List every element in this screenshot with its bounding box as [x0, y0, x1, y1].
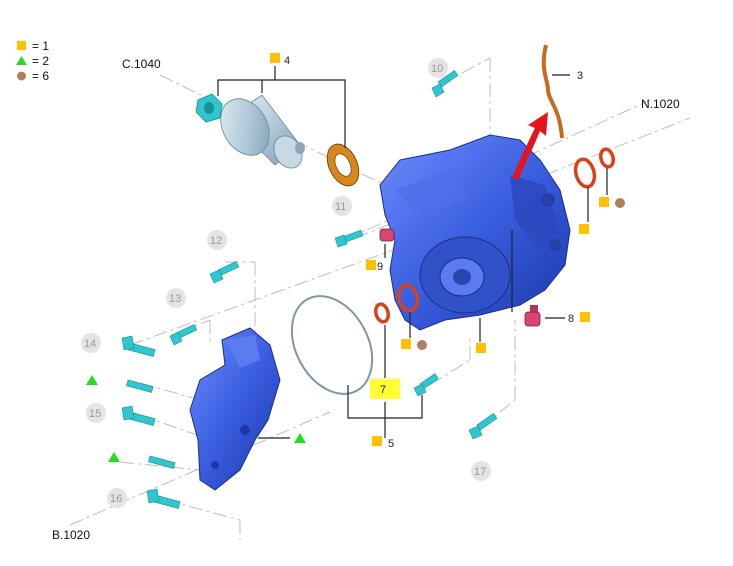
- callout-4: 4: [284, 55, 290, 67]
- svg-text:12: 12: [210, 235, 222, 247]
- square-marker: [579, 224, 589, 234]
- triangle-marker: [86, 375, 98, 385]
- leader-lines: [217, 66, 608, 439]
- callout-15-badge: 15: [86, 403, 106, 423]
- bolt-17: [468, 413, 498, 440]
- centre-lines: [69, 57, 691, 540]
- ref-b1020: B.1020: [52, 528, 90, 542]
- svg-text:16: 16: [110, 493, 122, 505]
- svg-text:10: 10: [431, 63, 443, 75]
- drain-plug: [524, 305, 541, 327]
- ref-n1020: N.1020: [641, 97, 680, 111]
- bolt-triangle-lower: [148, 455, 176, 469]
- callout-11-badge: 11: [332, 196, 352, 216]
- direction-arrow: [512, 112, 548, 180]
- legend-triangle-text: = 2: [32, 54, 49, 68]
- o-ring-front-large: [396, 283, 420, 313]
- callout-16-badge: 16: [107, 488, 127, 508]
- square-marker: [401, 339, 411, 349]
- fill-plug: [379, 228, 395, 242]
- bolt-13: [169, 324, 198, 346]
- triangle-marker: [108, 452, 120, 462]
- square-marker: [372, 436, 382, 446]
- callout-9: 9: [377, 261, 383, 273]
- o-rings: [374, 147, 615, 324]
- output-flange: [220, 94, 305, 169]
- callout-8: 8: [568, 313, 574, 325]
- callout-5: 5: [388, 438, 394, 450]
- bolt-15: [121, 405, 156, 426]
- bolt-14: [121, 335, 156, 357]
- bolts: [121, 70, 498, 509]
- callout-17-badge: 17: [471, 461, 491, 481]
- square-marker: [476, 343, 486, 353]
- callout-7: 7: [380, 384, 386, 396]
- callout-14-badge: 14: [81, 333, 101, 353]
- svg-text:11: 11: [335, 201, 346, 213]
- svg-text:15: 15: [89, 408, 101, 420]
- mounting-bracket: [189, 327, 281, 491]
- legend-triangle-marker: [16, 56, 27, 65]
- bolt-10: [431, 70, 459, 98]
- bolt-5: [413, 373, 439, 397]
- bolt-16: [146, 488, 181, 509]
- differential-housing: [379, 134, 571, 331]
- triangle-marker: [294, 433, 306, 443]
- svg-text:13: 13: [169, 293, 181, 305]
- o-ring-right-small: [599, 147, 615, 169]
- callout-3: 3: [577, 70, 583, 82]
- gasket-ring: [290, 295, 374, 395]
- legend: = 1 = 2 = 6: [16, 39, 49, 83]
- legend-square-text: = 1: [32, 39, 49, 53]
- breather-pipe: [541, 44, 564, 139]
- square-marker: [599, 197, 609, 207]
- bolt-11: [334, 229, 364, 248]
- callout-12-badge: 12: [207, 230, 227, 250]
- callout-10-badge: 10: [428, 58, 448, 78]
- markers: [86, 53, 625, 462]
- bolt-triangle-upper: [126, 379, 154, 393]
- square-marker: [580, 312, 590, 322]
- circle-marker: [417, 340, 427, 350]
- circle-marker: [615, 198, 625, 208]
- ref-c1040: C.1040: [122, 57, 161, 71]
- o-ring-right-large: [573, 157, 597, 189]
- o-ring-front-small: [374, 302, 390, 324]
- flange-nut: [195, 93, 223, 123]
- legend-circle-text: = 6: [32, 69, 49, 83]
- svg-text:14: 14: [84, 338, 96, 350]
- square-marker: [366, 260, 376, 270]
- shaft-seal: [326, 143, 360, 187]
- legend-circle-marker: [17, 71, 26, 81]
- svg-text:17: 17: [474, 466, 486, 478]
- legend-square-marker: [17, 41, 26, 50]
- callout-7-highlight: 7: [370, 379, 400, 399]
- callout-13-badge: 13: [166, 288, 186, 308]
- square-marker: [270, 53, 280, 63]
- bolt-12: [209, 261, 240, 284]
